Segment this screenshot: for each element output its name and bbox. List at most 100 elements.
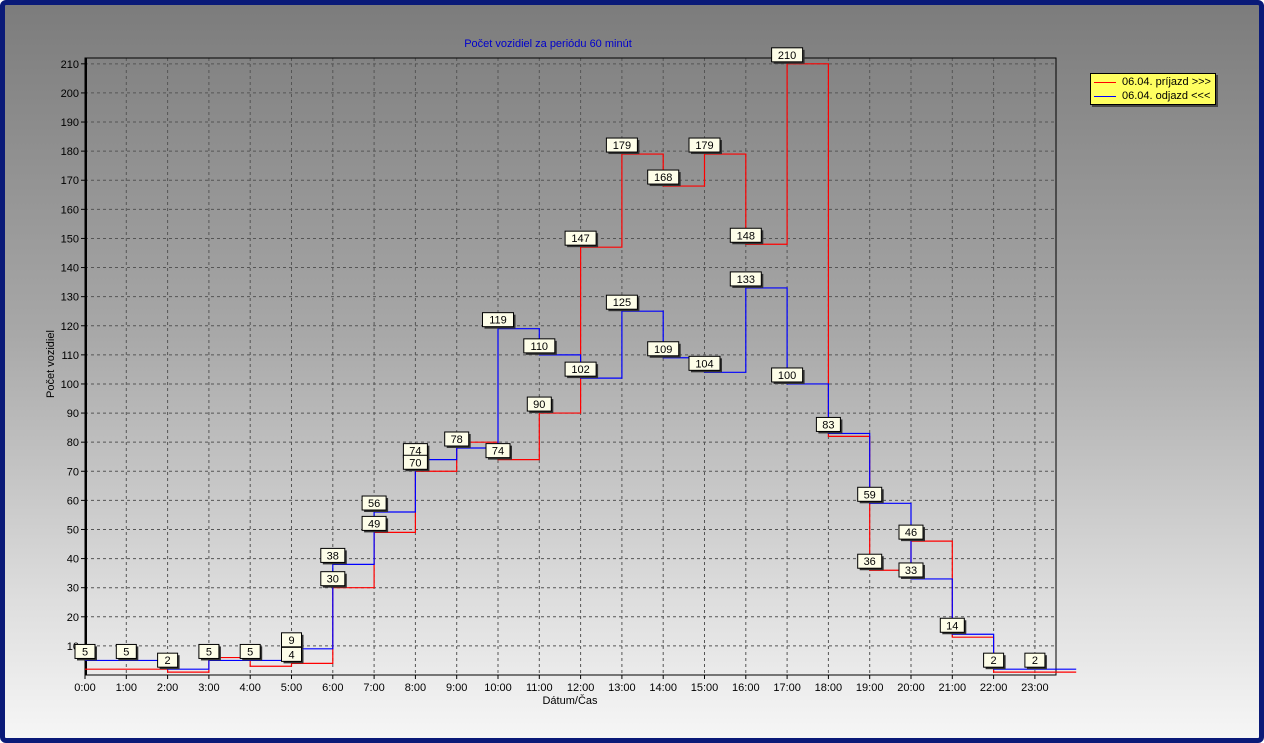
data-label-box [857,486,883,502]
y-tick-label: 20 [67,612,79,624]
data-label-box [564,230,597,246]
data-label-text: 30 [327,574,339,586]
x-tick-label: 23:00 [1021,682,1049,694]
data-label: 133 [729,271,764,288]
y-tick-label: 210 [61,59,79,71]
y-tick-label: 80 [67,437,79,449]
data-label-box [526,396,552,412]
data-label-text: 147 [571,233,589,245]
data-label: 59 [857,486,884,504]
data-label-box [729,271,762,287]
x-tick-label: 8:00 [405,682,426,694]
data-label-box [605,294,638,310]
data-label-text: 5 [247,646,253,658]
data-label: 5 [74,643,97,661]
data-label: 38 [320,547,347,565]
x-tick-label: 4:00 [239,682,260,694]
legend-swatch-departure [1094,95,1116,97]
x-tick-label: 7:00 [363,682,384,694]
legend: 06.04. príjazd >>> 06.04. odjazd <<< [1090,73,1216,105]
data-label-text: 70 [409,457,421,469]
data-labels: 5 525 594383056497470781197411090147102179… [74,47,1047,670]
legend-label-departure: 06.04. odjazd <<< [1122,90,1211,102]
data-label: 102 [564,361,599,379]
data-label-box [647,341,680,357]
legend-swatch-arrival [1094,81,1116,83]
data-label: 148 [729,227,764,245]
data-label-text: 110 [531,341,549,353]
x-tick-label: 11:00 [526,682,553,694]
data-label: 100 [771,367,805,384]
data-label-box [605,137,638,153]
data-label-text: 33 [905,565,917,577]
data-label-text: 36 [864,556,876,568]
data-label: 147 [564,230,599,248]
x-tick-label: 17:00 [773,682,801,694]
data-label-text: 49 [368,518,380,530]
data-label-box [320,547,346,563]
data-label: 5 [239,643,263,661]
data-label-box [157,652,179,668]
x-tick-label: 12:00 [567,682,595,694]
y-tick-label: 70 [67,466,79,478]
y-tick-label: 190 [61,117,79,129]
data-label: 30 [320,571,347,588]
data-label: 90 [526,396,554,414]
x-tick-label: 19:00 [856,682,884,694]
data-label-box [771,47,804,63]
x-tick-label: 3:00 [198,682,219,694]
data-label-text: 119 [489,315,507,327]
data-label-box [444,431,470,447]
data-label-box [239,643,261,659]
y-tick-label: 50 [67,524,79,536]
y-tick-label: 160 [61,204,79,216]
x-tick-label: 15:00 [691,682,719,694]
data-label-box [320,571,346,587]
chart-title: Počet vozidiel za periódu 60 minút [464,38,632,50]
data-label-box [647,169,680,185]
data-label-text: 59 [864,489,876,501]
data-label-text: 179 [613,140,631,152]
legend-item-arrival: 06.04. príjazd >>> [1091,75,1215,89]
data-label-text: 148 [737,230,755,242]
x-tick-label: 5:00 [281,682,302,694]
y-axis-title: Počet vozidiel [45,330,57,398]
x-tick-label: 14:00 [649,682,677,694]
data-label-box [198,643,220,659]
data-label-box [523,338,556,354]
data-label: 104 [688,355,722,373]
y-tick-label: 110 [61,350,79,362]
data-label-box [485,443,511,459]
y-tick-label: 150 [61,233,79,245]
data-label: 46 [898,524,925,542]
data-label-box [402,454,428,470]
data-label: 125 [605,294,640,312]
data-label-box [815,416,841,432]
x-tick-label: 21:00 [939,682,967,694]
data-label-box [482,312,514,328]
data-label-text: 90 [533,399,545,411]
data-label: 5 [198,643,221,661]
x-tick-label: 22:00 [980,682,1008,694]
y-tick-label: 100 [61,379,79,391]
data-label-box [857,553,883,569]
data-label: 179 [605,137,640,155]
x-tick-label: 0:00 [74,682,95,694]
x-tick-label: 10:00 [484,682,512,694]
data-label-text: 4 [288,649,294,661]
data-label: 70 [402,454,430,472]
x-tick-label: 2:00 [157,682,178,694]
data-label-text: 133 [737,274,755,286]
y-tick-label: 120 [61,321,79,333]
data-label: 83 [815,416,843,434]
data-label: 2 [1024,652,1047,670]
data-label-box [688,355,721,371]
data-label-box [939,617,965,633]
data-label-text: 5 [123,646,129,658]
data-label-text: 56 [368,498,380,510]
legend-label-arrival: 06.04. príjazd >>> [1122,76,1211,88]
data-label-box [74,643,96,659]
data-label-box [361,495,387,511]
data-label-text: 100 [778,370,796,382]
